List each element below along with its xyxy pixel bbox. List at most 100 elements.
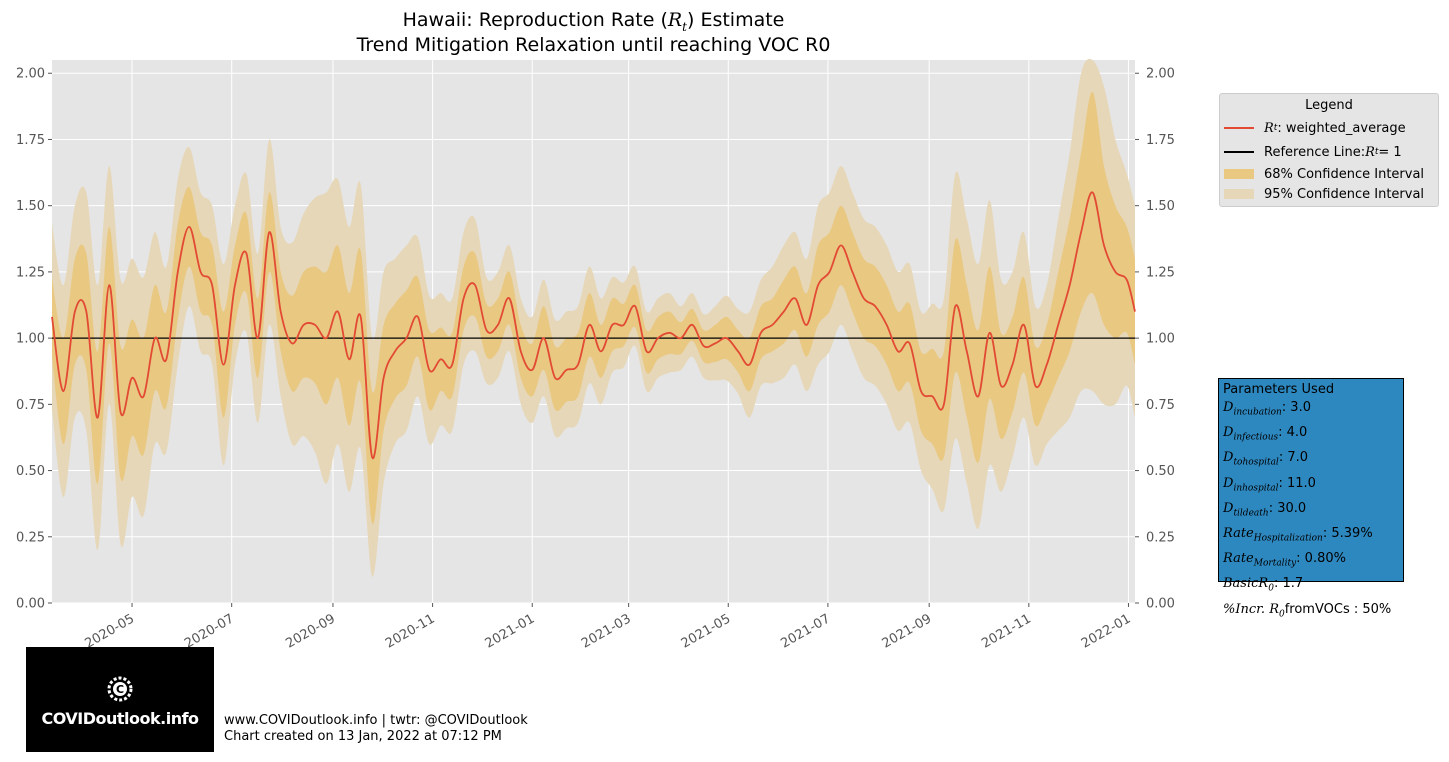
- parameter-value: : 5.39%: [1322, 525, 1373, 541]
- parameter-subscript: Hospitalization: [1253, 533, 1323, 544]
- y-tick-label-right: 0.00: [1146, 597, 1175, 612]
- legend-title: Legend: [1305, 98, 1353, 113]
- ci68-band: [52, 91, 1135, 525]
- legend-swatch-ci95: [1224, 189, 1254, 199]
- footer: www.COVIDoutlook.info | twtr: @COVIDoutl…: [224, 713, 528, 745]
- title-suffix: ) Estimate: [687, 9, 785, 31]
- parameter-symbol: D: [1223, 475, 1234, 491]
- parameter-value: : 1.7: [1273, 576, 1304, 592]
- legend-swatch-rt: [1224, 127, 1254, 129]
- x-tick-label: 2022-01: [1079, 611, 1134, 651]
- x-tick-label: 2021-01: [483, 611, 538, 651]
- title-prefix: Hawaii: Reproduction Rate (: [402, 9, 668, 31]
- footer-line1[interactable]: www.COVIDoutlook.info | twtr: @COVIDoutl…: [224, 713, 528, 728]
- y-tick-label-right: 0.50: [1146, 464, 1175, 479]
- parameter-row: Dtohospital: 7.0: [1223, 448, 1399, 473]
- parameter-value: fromVOCs : 50%: [1284, 601, 1392, 617]
- title-sub: t: [682, 19, 687, 34]
- parameter-subscript: 0: [1268, 583, 1274, 594]
- y-tick-label-right: 0.25: [1146, 530, 1175, 545]
- x-tick-label: 2020-05: [82, 611, 137, 651]
- parameter-symbol: D: [1223, 400, 1234, 415]
- y-ticks-right: 0.00 0.25 0.50 0.75 1.00 1.25 1.50 1.75 2.00: [1135, 67, 1175, 612]
- y-tick-label: 0.00: [16, 597, 45, 612]
- y-tick-label: 2.00: [16, 67, 45, 82]
- x-tick-label: 2021-11: [979, 611, 1034, 651]
- virus-icon: C: [107, 676, 133, 702]
- legend-item-ci68: 68% Confidence Interval: [1224, 165, 1424, 183]
- parameter-value: : 4.0: [1278, 425, 1308, 441]
- x-tick-label: 2020-11: [383, 611, 438, 651]
- legend-rt-symbol: R: [1264, 120, 1274, 136]
- y-tick-label: 1.00: [16, 332, 45, 347]
- y-tick-label-right: 2.00: [1146, 67, 1175, 82]
- y-tick-label-right: 0.75: [1146, 398, 1175, 413]
- parameter-value: : 3.0: [1281, 400, 1311, 415]
- x-ticks: 2020-05 2020-07 2020-09 2020-11 2021-01 2021-…: [82, 603, 1133, 652]
- x-tick-label: 2020-09: [283, 611, 338, 651]
- x-tick-label: 2020-07: [182, 611, 237, 651]
- y-tick-label-right: 1.75: [1146, 133, 1175, 148]
- legend-ref-tail: = 1: [1378, 144, 1402, 160]
- parameters-box: Parameters Used Dincubation: 3.0 Dinfecti…: [1218, 378, 1404, 619]
- parameter-value: : 30.0: [1268, 500, 1307, 516]
- parameter-row: Dinhospital: 11.0: [1223, 474, 1399, 499]
- parameter-subscript: Mortality: [1253, 558, 1297, 569]
- parameter-row: Dinfectious: 4.0: [1223, 423, 1399, 448]
- parameter-symbol: Rate: [1223, 525, 1254, 541]
- parameter-symbol: BasicR: [1223, 576, 1269, 592]
- parameter-row: RateHospitalization: 5.39%: [1223, 524, 1399, 549]
- legend-ci95-label: 95% Confidence Interval: [1264, 186, 1425, 202]
- logo-text: COVIDoutlook.info: [41, 709, 199, 728]
- legend-swatch-ci68: [1224, 169, 1254, 179]
- parameter-subscript: tohospital: [1233, 457, 1279, 468]
- x-tick-label: 2021-07: [778, 611, 833, 651]
- x-tick-label: 2021-03: [579, 611, 634, 651]
- rt-line: [51, 191, 1136, 460]
- parameter-value: : 7.0: [1278, 450, 1308, 466]
- parameter-symbol: D: [1223, 500, 1234, 516]
- parameters-header: Parameters Used: [1223, 382, 1335, 397]
- legend-ref-sub: t: [1374, 147, 1379, 157]
- legend-ci68-label: 68% Confidence Interval: [1264, 166, 1425, 182]
- chart-subtitle: Trend Mitigation Relaxation until reachi…: [356, 34, 831, 56]
- parameter-row: Dtildeath: 30.0: [1223, 499, 1399, 524]
- y-tick-label: 0.50: [16, 464, 45, 479]
- y-tick-label-right: 1.25: [1146, 265, 1175, 280]
- y-tick-label: 1.25: [16, 265, 45, 280]
- parameter-symbol: D: [1223, 450, 1234, 466]
- parameter-subscript: infectious: [1233, 432, 1279, 443]
- y-tick-label: 1.75: [16, 133, 45, 148]
- legend-ref-label: Reference Line:: [1264, 144, 1366, 160]
- legend-rt-label: : weighted_average: [1277, 120, 1406, 136]
- x-tick-label: 2021-09: [880, 611, 935, 651]
- y-tick-label: 1.50: [16, 199, 45, 214]
- parameter-row: RateMortality: 0.80%: [1223, 549, 1399, 574]
- parameter-symbol: Rate: [1223, 551, 1254, 567]
- parameter-subscript: inhospital: [1233, 483, 1279, 494]
- parameter-row: %Incr. R0fromVOCs : 50%: [1223, 600, 1399, 625]
- parameter-subscript: 0: [1278, 609, 1285, 620]
- parameters-list: Dincubation: 3.0 Dinfectious: 4.0 Dtohospi…: [1223, 398, 1399, 625]
- parameter-row: Dincubation: 3.0: [1223, 398, 1399, 423]
- parameter-row: BasicR0: 1.7: [1223, 574, 1399, 599]
- svg-text:C: C: [116, 683, 124, 696]
- legend-item-ci95: 95% Confidence Interval: [1224, 185, 1424, 203]
- legend-swatch-ref: [1224, 151, 1254, 153]
- y-ticks-left: 0.00 0.25 0.50 0.75 1.00 1.25 1.50 1.75 2.00: [16, 67, 52, 612]
- y-tick-label: 0.75: [16, 398, 45, 413]
- title-symbol: R: [667, 9, 683, 31]
- y-tick-label: 0.25: [16, 530, 45, 545]
- parameter-value: : 0.80%: [1296, 551, 1346, 567]
- y-tick-label-right: 1.00: [1146, 332, 1175, 347]
- legend-ref-symbol: R: [1365, 144, 1375, 160]
- x-tick-label: 2021-05: [679, 611, 734, 651]
- legend-rt-sub: t: [1273, 123, 1278, 133]
- chart-title: Hawaii: Reproduction Rate (Rt) Estimate: [52, 9, 1135, 39]
- parameter-subscript: incubation: [1233, 407, 1282, 418]
- parameter-symbol: %Incr. R: [1223, 601, 1279, 617]
- parameter-symbol: D: [1223, 425, 1234, 441]
